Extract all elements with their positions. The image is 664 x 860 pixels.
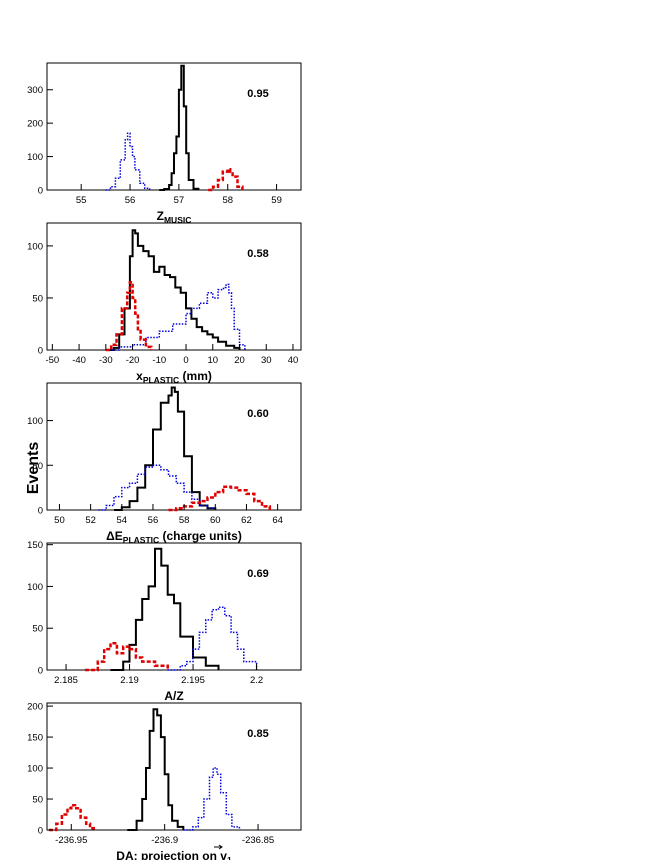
series-black-solid xyxy=(105,229,241,351)
y-tick-label: 50 xyxy=(32,461,43,472)
y-tick-label: 100 xyxy=(27,582,43,593)
y-tick-label: 0 xyxy=(38,186,43,197)
series-black-solid xyxy=(114,386,217,511)
x-tick-label: -50 xyxy=(45,355,59,366)
x-tick-label: 2.19 xyxy=(120,675,139,686)
plot-frame xyxy=(46,542,302,671)
series-blue-dotted xyxy=(105,283,246,351)
x-tick-label: -40 xyxy=(72,355,86,366)
panel-annotation: 0.58 xyxy=(247,248,268,260)
y-tick-label: 0 xyxy=(38,346,43,357)
panel-annotation: 0.95 xyxy=(247,88,268,100)
x-tick-label: 2.2 xyxy=(250,675,263,686)
x-axis-label: ΔEPLASTIC (charge units) xyxy=(106,529,242,545)
panel-annotation: 0.85 xyxy=(247,728,268,740)
x-tick-label: 60 xyxy=(210,515,221,526)
x-tick-label: 56 xyxy=(125,195,136,206)
x-tick-label: 0 xyxy=(183,355,188,366)
series-blue-dotted xyxy=(183,767,241,831)
x-axis-label: DA: projection on v1 xyxy=(116,849,232,860)
x-tick-label: 59 xyxy=(271,195,282,206)
x-tick-label: -236.9 xyxy=(151,835,178,846)
x-tick-label: -236.85 xyxy=(242,835,274,846)
y-tick-label: 50 xyxy=(32,624,43,635)
y-tick-label: 200 xyxy=(27,702,43,713)
x-tick-label: 55 xyxy=(76,195,87,206)
panel-4: 2.185 2.19 2.195 2.2 0 50 100 150 0.69 A/Z xyxy=(27,540,302,703)
plot-frame xyxy=(46,62,302,191)
plot-frame xyxy=(46,222,302,351)
series-black-solid xyxy=(159,64,200,191)
y-tick-label: 50 xyxy=(32,795,43,806)
series-black-solid xyxy=(127,708,185,831)
vector-arrow-icon xyxy=(213,844,223,850)
x-tick-label: 58 xyxy=(222,195,233,206)
series-blue-dotted xyxy=(98,464,217,511)
x-tick-label: 2.185 xyxy=(54,675,78,686)
x-axis-label: A/Z xyxy=(164,689,183,703)
panel-annotation: 0.69 xyxy=(247,568,268,580)
x-tick-label: 10 xyxy=(207,355,218,366)
series-red-dashed xyxy=(48,803,95,832)
x-tick-label: -30 xyxy=(99,355,113,366)
y-tick-label: 100 xyxy=(27,764,43,775)
x-tick-label: 2.195 xyxy=(181,675,205,686)
y-axis-label: Events xyxy=(25,442,42,495)
y-tick-label: 200 xyxy=(27,119,43,130)
panel-2: -50 -40 -30 -20 -10 0 10 20 30 40 0 50 100 0.58 xPLAST… xyxy=(27,222,302,385)
panel-annotation: 0.60 xyxy=(247,408,268,420)
plot-frame xyxy=(46,382,302,511)
y-tick-label: 300 xyxy=(27,85,43,96)
x-tick-label: 54 xyxy=(117,515,128,526)
x-axis-label: xPLASTIC (mm) xyxy=(136,369,212,385)
y-tick-label: 50 xyxy=(32,293,43,304)
x-tick-label: 50 xyxy=(54,515,65,526)
plot-frame xyxy=(46,702,302,831)
x-tick-label: 56 xyxy=(148,515,159,526)
x-tick-label: 64 xyxy=(272,515,283,526)
panel-5: -236.95 -236.9 -236.85 0 50 100 150 200 0.85 DA: … xyxy=(27,702,302,860)
y-tick-label: 100 xyxy=(27,152,43,163)
y-tick-label: 0 xyxy=(38,506,43,517)
x-tick-label: -236.95 xyxy=(55,835,87,846)
x-tick-label: 52 xyxy=(85,515,96,526)
x-tick-label: 62 xyxy=(241,515,252,526)
x-tick-label: -10 xyxy=(152,355,166,366)
panel-3: 50 52 54 56 58 60 62 64 0 50 100 0.60 ΔEPLASTIC (cha… xyxy=(27,382,302,545)
series-red-dashed xyxy=(168,485,272,512)
x-tick-label: 57 xyxy=(174,195,185,206)
series-red-dashed xyxy=(105,281,153,352)
series-blue-dotted xyxy=(167,606,258,671)
x-tick-label: 40 xyxy=(288,355,299,366)
y-tick-label: 150 xyxy=(27,540,43,551)
y-tick-label: 100 xyxy=(27,241,43,252)
series-blue-dotted xyxy=(105,132,151,191)
y-tick-label: 0 xyxy=(38,826,43,837)
x-tick-label: 58 xyxy=(179,515,190,526)
series-red-dashed xyxy=(85,642,169,672)
x-axis-label: ZMUSIC xyxy=(157,209,192,225)
y-tick-label: 100 xyxy=(27,416,43,427)
y-tick-label: 0 xyxy=(38,666,43,677)
x-tick-label: 30 xyxy=(261,355,272,366)
x-tick-label: -20 xyxy=(126,355,140,366)
x-tick-label: 20 xyxy=(234,355,245,366)
series-red-dashed xyxy=(208,168,244,192)
y-tick-label: 150 xyxy=(27,733,43,744)
panel-1: 55 56 57 58 59 0 100 200 300 0.95 ZMUSIC xyxy=(27,62,302,225)
series-black-solid xyxy=(110,547,220,671)
